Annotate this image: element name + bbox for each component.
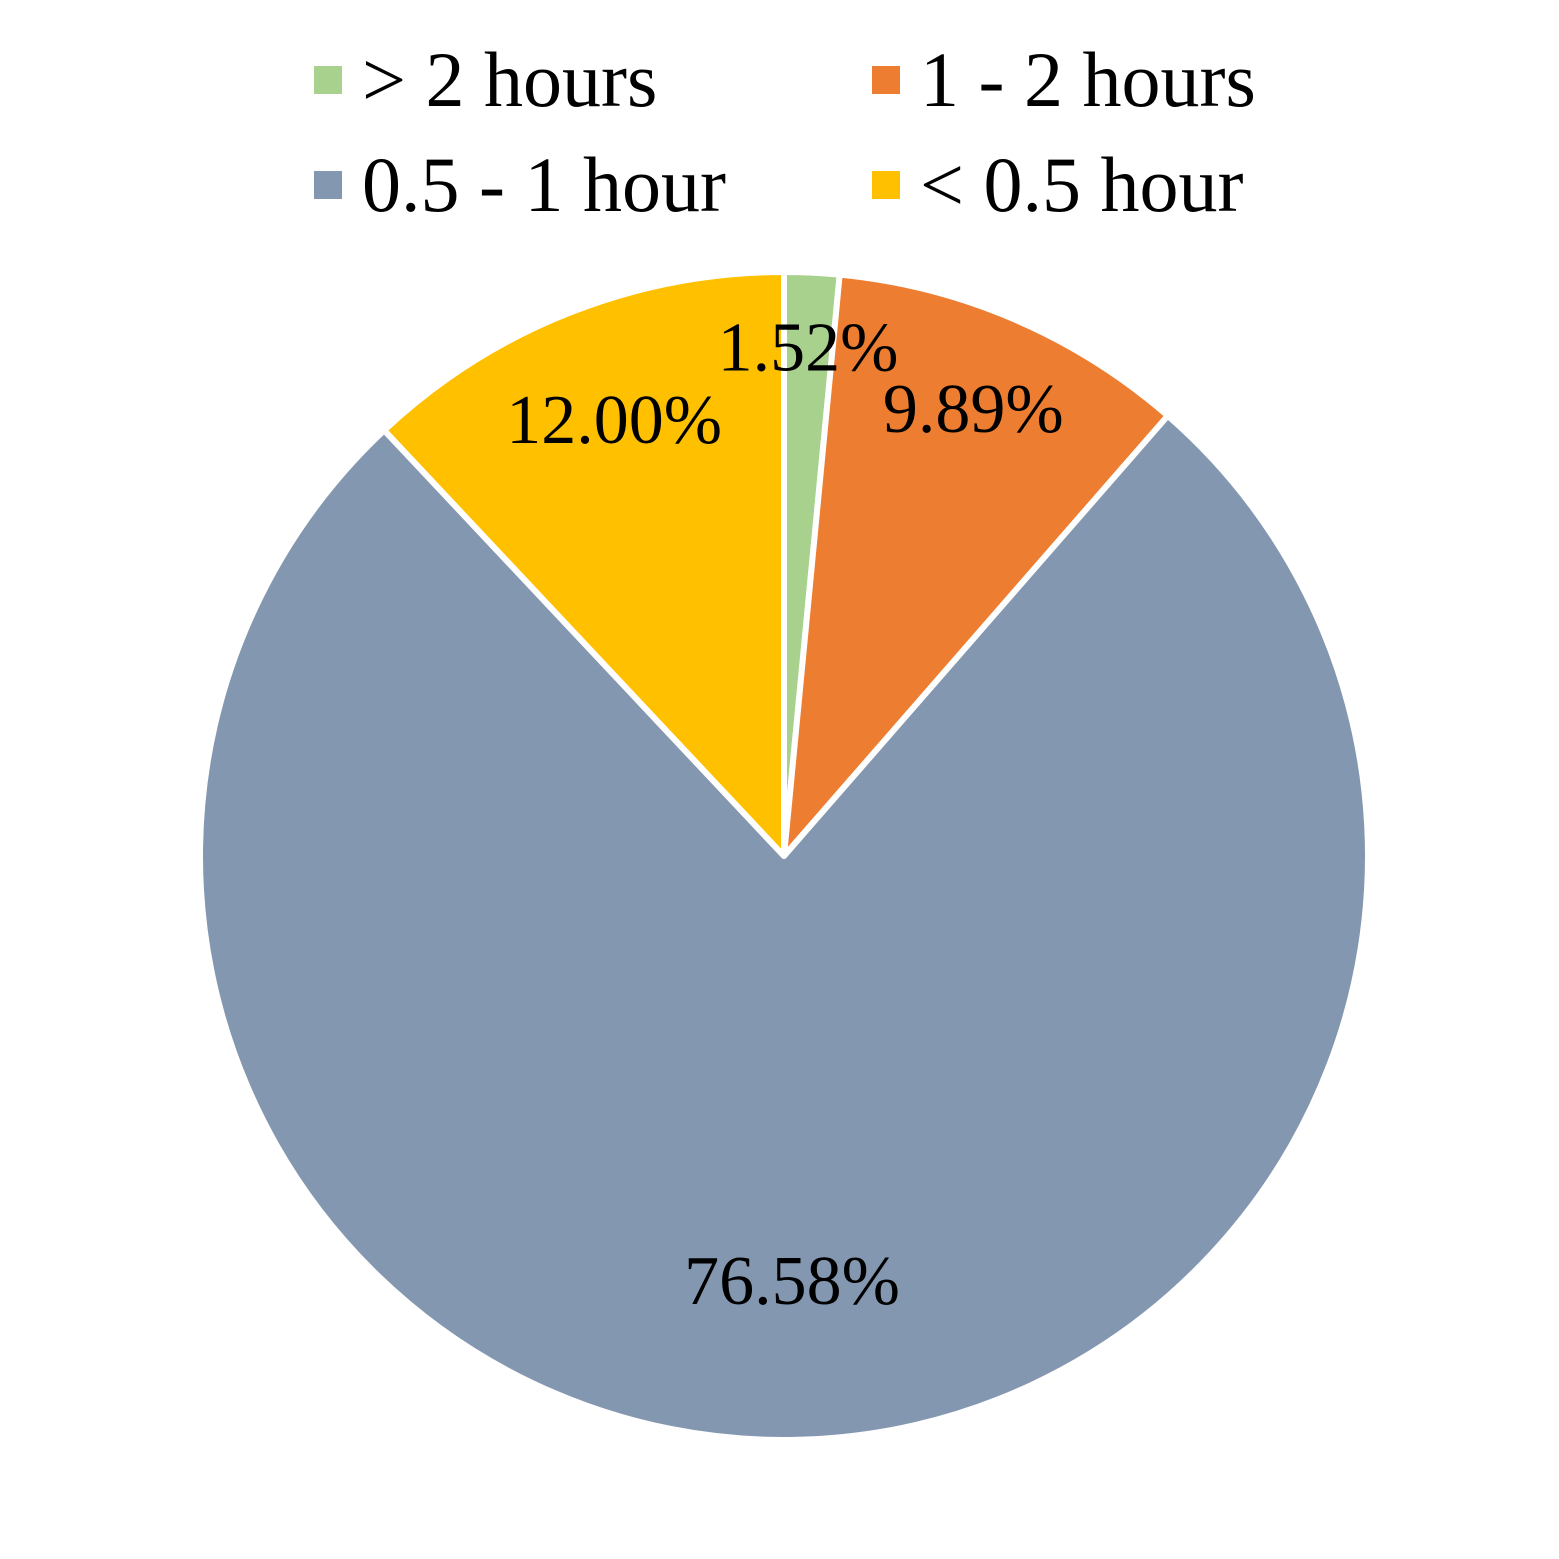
legend-swatch xyxy=(872,66,900,94)
slice-1-2-hours xyxy=(781,271,1171,859)
legend-swatch xyxy=(872,171,900,199)
legend-label: > 2 hours xyxy=(362,36,658,123)
legend-label: 1 - 2 hours xyxy=(920,36,1256,123)
data-label-1-2-hours: 9.89% xyxy=(883,371,1064,448)
legend-swatch xyxy=(314,66,342,94)
legend-item-over-2-hours: > 2 hours xyxy=(314,25,657,135)
slice-half-to-1-hour xyxy=(197,412,1371,1443)
legend-item-1-2-hours: 1 - 2 hours xyxy=(872,25,1256,135)
data-label-over-2-hours: 1.52% xyxy=(718,309,899,386)
legend-swatch xyxy=(314,171,342,199)
legend-item-half-to-1-hour: 0.5 - 1 hour xyxy=(314,130,726,240)
slice-under-half-hour xyxy=(381,269,787,859)
data-label-half-to-1-hour: 76.58% xyxy=(684,1243,900,1320)
pie-slices xyxy=(197,269,1371,1443)
legend-item-under-half-hour: < 0.5 hour xyxy=(872,130,1243,240)
data-label-under-half-hour: 12.00% xyxy=(506,382,722,459)
chart-legend: > 2 hours 1 - 2 hours 0.5 - 1 hour < 0.5… xyxy=(0,0,1559,240)
pie-data-labels: 1.52%9.89% 76.58% 12.00% xyxy=(506,309,1063,1320)
legend-label: < 0.5 hour xyxy=(920,141,1244,228)
legend-label: 0.5 - 1 hour xyxy=(362,141,726,228)
